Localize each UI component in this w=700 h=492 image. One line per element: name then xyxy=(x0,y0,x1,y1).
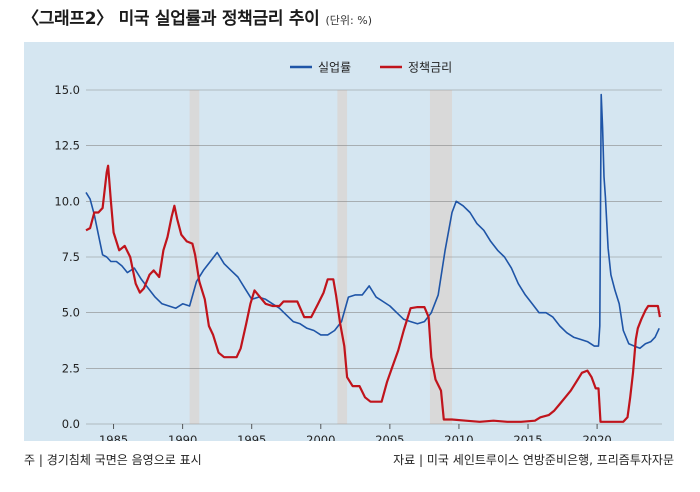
y-tick-label: 5.0 xyxy=(62,306,80,320)
x-tick-label: 1995 xyxy=(237,433,266,441)
source-note: 자료 | 미국 세인트루이스 연방준비은행, 프리즘투자자문 xyxy=(393,453,674,467)
x-tick-label: 2020 xyxy=(582,433,611,441)
unit-label: (단위: %) xyxy=(325,14,372,27)
series-line-policy-rate xyxy=(85,164,661,423)
y-tick-label: 10.0 xyxy=(54,194,80,208)
chart-title: 〈그래프2〉 미국 실업률과 정책금리 추이 xyxy=(22,9,320,29)
footnote: 주 | 경기침체 국면은 음영으로 표시 xyxy=(24,453,202,467)
legend-label-unemployment: 실업률 xyxy=(318,61,351,75)
y-tick-label: 7.5 xyxy=(62,250,80,264)
series-line-unemployment xyxy=(85,93,660,350)
y-tick-label: 0.0 xyxy=(62,417,80,431)
x-tick-label: 2015 xyxy=(513,433,542,441)
title-row: 〈그래프2〉 미국 실업률과 정책금리 추이 (단위: %) xyxy=(22,4,372,38)
x-tick-label: 1990 xyxy=(168,433,197,441)
x-tick-label: 1985 xyxy=(99,433,128,441)
legend-label-policy-rate: 정책금리 xyxy=(408,60,452,75)
y-tick-label: 12.5 xyxy=(54,139,80,153)
chart-panel: 0.0 2.5 5.0 7.5 10.0 12.5 15.0 1985 1990 1995 2000… xyxy=(24,42,674,447)
x-tick-label: 2005 xyxy=(375,433,404,441)
x-tick-label: 2000 xyxy=(306,433,335,441)
line-chart: 0.0 2.5 5.0 7.5 10.0 12.5 15.0 1985 1990 1995 2000… xyxy=(54,60,662,447)
y-tick-label: 15.0 xyxy=(54,83,80,97)
y-tick-label: 2.5 xyxy=(62,361,80,375)
x-tick-label: 2010 xyxy=(444,433,473,441)
